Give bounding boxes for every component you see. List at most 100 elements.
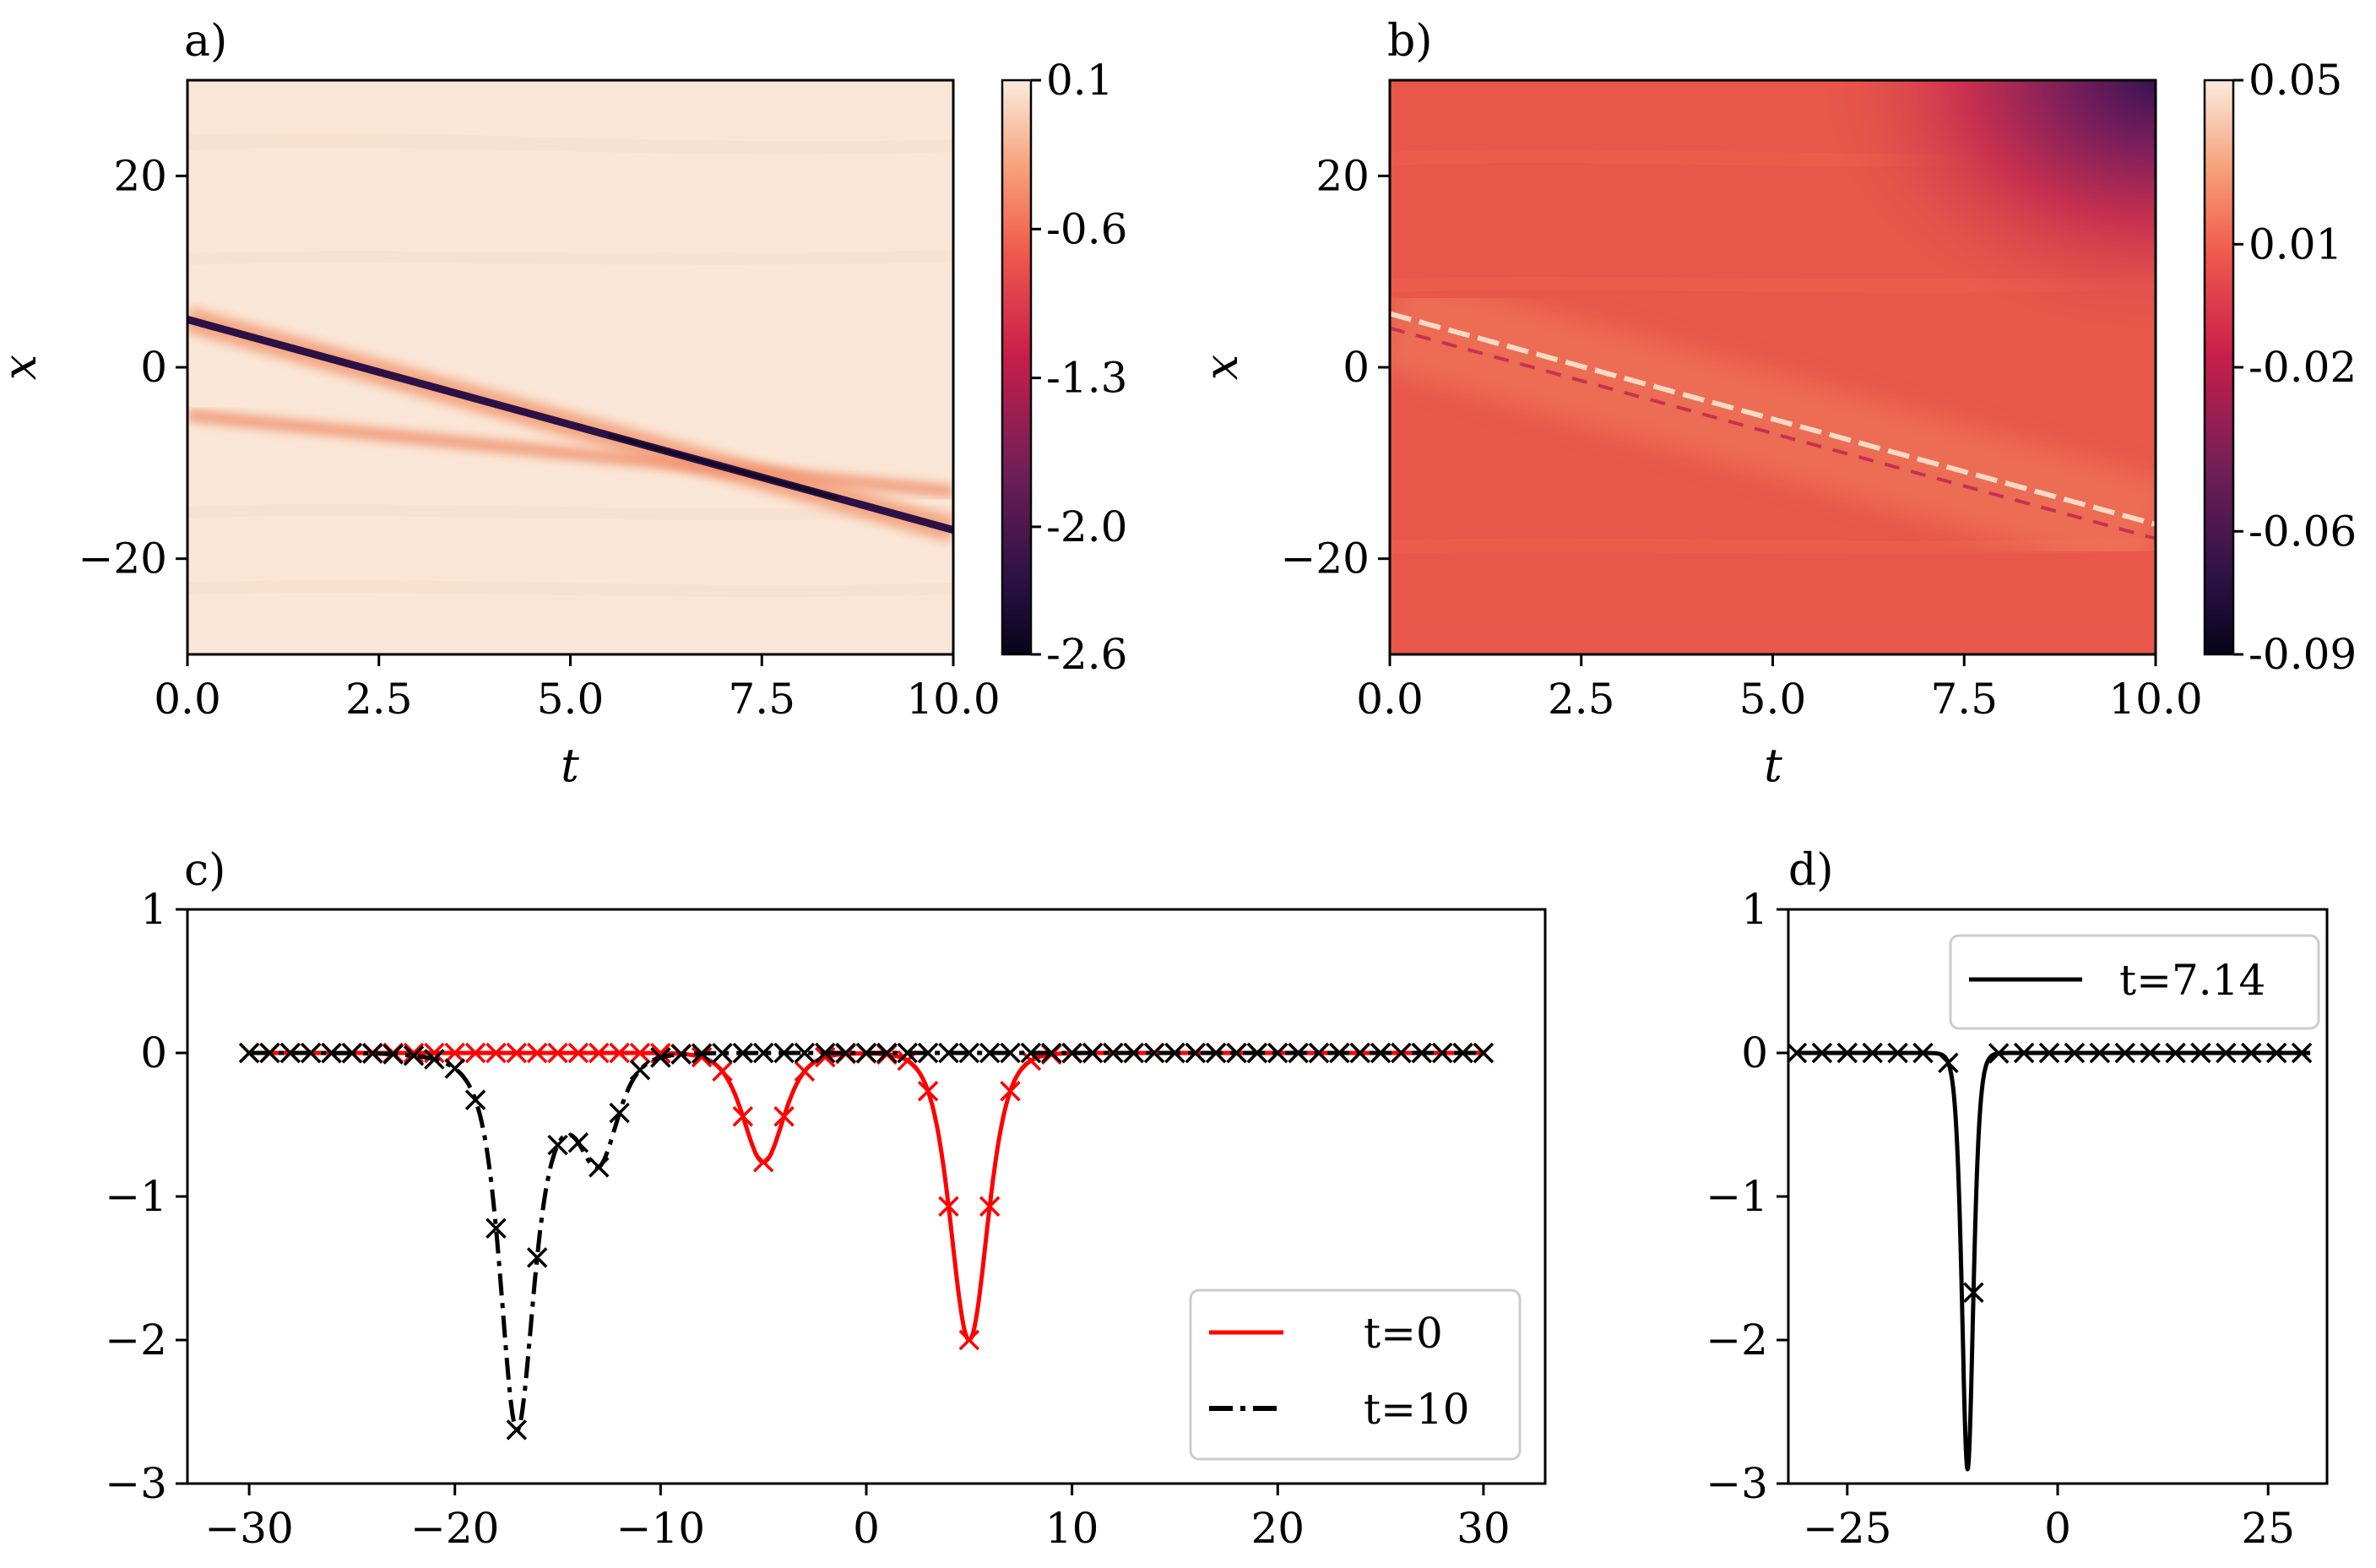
- c-data-point: [958, 1042, 980, 1064]
- b-colorbar-tick-label: 0.01: [2249, 220, 2342, 269]
- panel-c-label: c): [184, 845, 225, 896]
- panel-c: c) −30 −20 −10 0 10 20 30 10−1−2−3 t=0 t=10: [105, 845, 1547, 1553]
- panel-a: a) 0.0 2.5 5.0 7.5 10.0 20 0 −20 t x 0.1 -0.6 -1…: [0, 16, 1127, 792]
- d-ytick-label: 0: [1741, 1028, 1768, 1077]
- c-xtick-label: −20: [410, 1504, 500, 1553]
- c-data-point: [1061, 1042, 1082, 1064]
- panel-d: d) −25 0 25 1 0 −1 −2 −3 t=7.14: [1706, 845, 2329, 1553]
- c-data-point: [1411, 1042, 1433, 1064]
- panel-b-y-ticks: 20 0 −20: [1280, 151, 1390, 583]
- c-data-point: [1103, 1042, 1124, 1064]
- d-data-point: [1836, 1042, 1858, 1064]
- c-ytick-label: −2: [105, 1316, 167, 1365]
- c-data-point: [238, 1042, 260, 1064]
- b-colorbar-tick-label: -0.09: [2249, 630, 2357, 679]
- c-data-point: [526, 1247, 548, 1268]
- c-data-point: [1370, 1042, 1391, 1064]
- d-data-point: [1887, 1042, 1908, 1064]
- d-data-point: [2089, 1042, 2111, 1064]
- d-data-point: [2216, 1042, 2237, 1064]
- c-xtick-label: 0: [853, 1504, 880, 1553]
- c-data-point: [567, 1131, 589, 1153]
- c-data-point: [938, 1196, 959, 1217]
- d-data-point: [2165, 1042, 2186, 1064]
- a-colorbar-tick-label: -2.0: [1046, 502, 1127, 551]
- a-colorbar-tick-label: -0.6: [1046, 204, 1127, 253]
- d-data-point: [1963, 1282, 1984, 1304]
- b-colorbar-tick-label: 0.05: [2249, 56, 2342, 105]
- b-ytick-label: 20: [1315, 151, 1370, 200]
- c-data-point: [1164, 1042, 1185, 1064]
- c-data-point: [1246, 1042, 1268, 1064]
- c-data-point: [464, 1089, 486, 1110]
- c-data-point: [876, 1042, 898, 1064]
- c-data-point: [855, 1042, 877, 1064]
- c-data-point: [670, 1044, 692, 1065]
- b-ytick-label: 0: [1343, 343, 1370, 392]
- c-data-point: [629, 1059, 651, 1081]
- c-data-point: [279, 1042, 301, 1064]
- d-data-point: [2190, 1042, 2211, 1064]
- panel-d-y-ticks: 1 0 −1 −2 −3: [1706, 885, 1788, 1508]
- panel-c-legend: t=0 t=10: [1189, 1289, 1522, 1461]
- panel-b-colorbar-ticks: 0.05 0.01 -0.02 -0.06 -0.09: [2233, 56, 2357, 679]
- c-xtick-label: −10: [616, 1504, 706, 1553]
- c-data-point: [382, 1044, 404, 1065]
- c-data-point: [424, 1049, 445, 1070]
- c-data-point: [1185, 1042, 1207, 1064]
- d-ytick-label: −3: [1706, 1459, 1768, 1508]
- c-data-point: [752, 1151, 774, 1173]
- b-xtick-label: 10.0: [2108, 675, 2202, 724]
- d-series-1-markers: [1788, 1042, 2313, 1304]
- panel-b-error-stripe-high: [1390, 311, 2156, 527]
- c-data-point: [732, 1105, 754, 1127]
- c-data-point: [567, 1042, 589, 1064]
- d-series-1-line: [1795, 1050, 2313, 1472]
- panel-b-colorbar: [2203, 79, 2235, 656]
- panel-d-label: d): [1788, 845, 1834, 896]
- c-data-point: [958, 1329, 980, 1351]
- c-data-point: [321, 1042, 342, 1064]
- d-data-point: [2241, 1042, 2262, 1064]
- c-data-point: [609, 1042, 630, 1064]
- d-data-point: [2291, 1042, 2313, 1064]
- c-data-point: [589, 1042, 610, 1064]
- d-data-point: [2265, 1042, 2287, 1064]
- c-data-point: [362, 1043, 383, 1064]
- c-data-point: [1041, 1042, 1062, 1064]
- c-xtick-label: 20: [1250, 1504, 1305, 1553]
- panel-a-colorbar-ticks: 0.1 -0.6 -1.3 -2.0 -2.6: [1031, 56, 1127, 679]
- c-data-point: [526, 1042, 548, 1064]
- c-data-point: [1431, 1042, 1453, 1064]
- c-data-point: [259, 1042, 280, 1064]
- panel-b-label: b): [1387, 16, 1433, 67]
- c-ytick-label: 0: [140, 1028, 167, 1077]
- c-data-point: [506, 1042, 528, 1064]
- d-xtick-label: −25: [1803, 1504, 1892, 1553]
- c-data-point: [691, 1046, 713, 1068]
- panel-a-background-texture: [187, 133, 953, 598]
- a-colorbar-tick-label: -2.6: [1046, 630, 1127, 679]
- c-data-point: [1452, 1042, 1473, 1064]
- c-data-point: [629, 1042, 651, 1064]
- c-data-point: [506, 1419, 528, 1440]
- panel-d-legend: t=7.14: [1949, 934, 2320, 1030]
- c-data-point: [917, 1080, 939, 1102]
- a-xtick-label: 7.5: [728, 675, 795, 724]
- panel-a-ylabel: x: [0, 355, 46, 380]
- c-data-point: [1000, 1080, 1021, 1102]
- legend-t0-label: t=0: [1364, 1309, 1443, 1358]
- a-xtick-label: 2.5: [345, 675, 413, 724]
- c-data-point: [917, 1042, 939, 1064]
- c-data-point: [794, 1061, 816, 1082]
- panel-a-xlabel: t: [561, 739, 579, 792]
- c-data-point: [547, 1042, 568, 1064]
- d-data-point: [1912, 1042, 1934, 1064]
- c-data-point: [403, 1042, 425, 1064]
- d-data-point: [2114, 1042, 2135, 1064]
- c-data-point: [1123, 1042, 1144, 1064]
- a-ytick-label: 0: [140, 343, 167, 392]
- c-data-point: [1226, 1042, 1247, 1064]
- c-data-point: [794, 1042, 816, 1064]
